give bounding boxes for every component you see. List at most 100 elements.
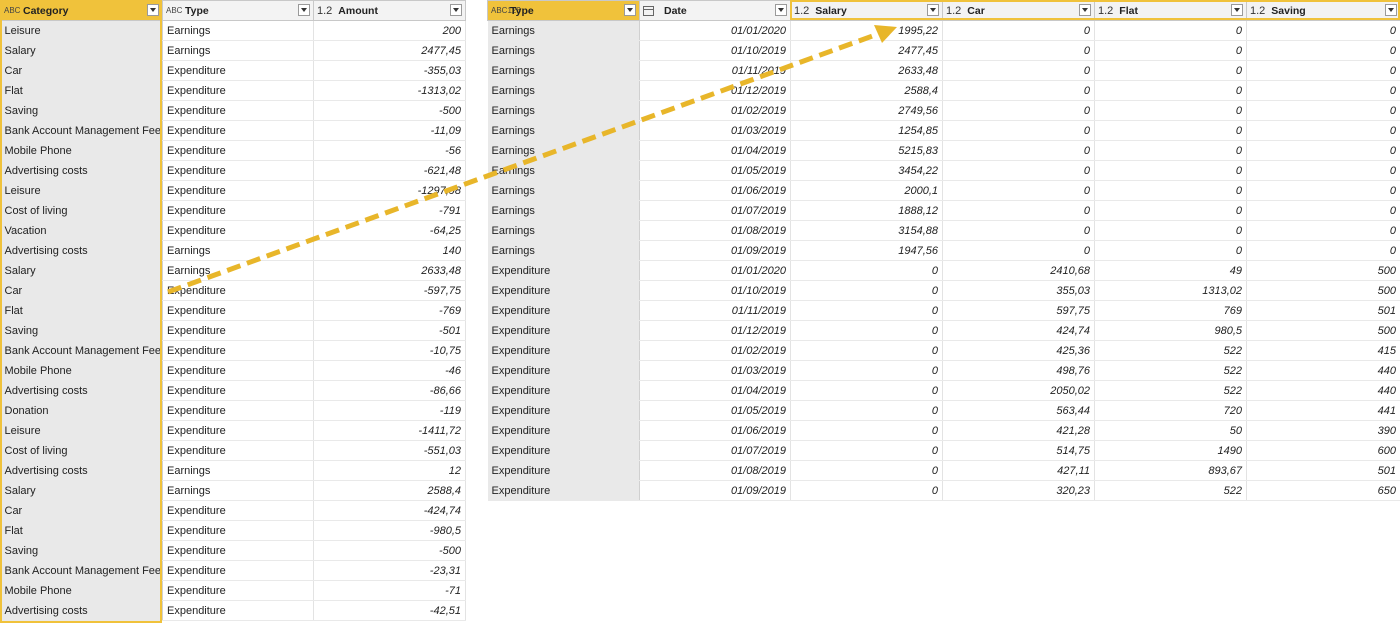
table-cell[interactable]: Leisure [0, 420, 163, 441]
table-cell[interactable]: Earnings [487, 160, 640, 181]
table-cell[interactable]: Mobile Phone [0, 580, 163, 601]
table-row[interactable]: Salary Earnings 2477,45 [0, 40, 466, 61]
table-cell[interactable]: Earnings [487, 220, 640, 241]
table-cell[interactable]: -980,5 [313, 520, 466, 541]
table-row[interactable]: Salary Earnings 2633,48 [0, 260, 466, 281]
table-cell[interactable]: -119 [313, 400, 466, 421]
table-cell[interactable]: 355,03 [942, 280, 1095, 301]
table-row[interactable]: Expenditure 01/04/2019 0 2050,02 522 440 [487, 380, 1400, 401]
table-cell[interactable]: 0 [1094, 220, 1247, 241]
table-row[interactable]: Leisure Earnings 200 [0, 20, 466, 41]
table-row[interactable]: Mobile Phone Expenditure -46 [0, 360, 466, 381]
table-cell[interactable]: 01/08/2019 [639, 220, 791, 241]
table-cell[interactable]: 2477,45 [790, 40, 943, 61]
table-cell[interactable]: 0 [790, 440, 943, 461]
table-cell[interactable]: -11,09 [313, 120, 466, 141]
table-cell[interactable]: 01/10/2019 [639, 40, 791, 61]
table-cell[interactable]: Expenditure [162, 280, 314, 301]
table-cell[interactable]: 522 [1094, 340, 1247, 361]
table-cell[interactable]: Expenditure [162, 180, 314, 201]
table-cell[interactable]: -1411,72 [313, 420, 466, 441]
table-cell[interactable]: 0 [790, 400, 943, 421]
table-cell[interactable]: Earnings [487, 180, 640, 201]
table-cell[interactable]: 0 [1094, 80, 1247, 101]
table-cell[interactable]: 01/02/2019 [639, 100, 791, 121]
table-cell[interactable]: Expenditure [162, 360, 314, 381]
table-row[interactable]: Expenditure 01/11/2019 0 597,75 769 501 [487, 300, 1400, 321]
table-row[interactable]: Advertising costs Earnings 140 [0, 240, 466, 261]
table-cell[interactable]: 01/03/2019 [639, 360, 791, 381]
table-cell[interactable]: Advertising costs [0, 460, 163, 481]
table-cell[interactable]: 2050,02 [942, 380, 1095, 401]
table-cell[interactable]: -71 [313, 580, 466, 601]
column-header-amount[interactable]: 1.2 Amount [313, 0, 466, 21]
table-cell[interactable]: 0 [1094, 160, 1247, 181]
table-cell[interactable]: 0 [942, 80, 1095, 101]
table-cell[interactable]: 563,44 [942, 400, 1095, 421]
table-cell[interactable]: Earnings [487, 100, 640, 121]
table-cell[interactable]: Expenditure [162, 140, 314, 161]
table-cell[interactable]: 01/12/2019 [639, 80, 791, 101]
table-cell[interactable]: 0 [1246, 40, 1400, 61]
column-header-type[interactable]: ABC Type [162, 0, 314, 21]
table-row[interactable]: Saving Expenditure -501 [0, 320, 466, 341]
table-cell[interactable]: Expenditure [487, 420, 640, 441]
table-row[interactable]: Car Expenditure -597,75 [0, 280, 466, 301]
table-cell[interactable]: 0 [942, 60, 1095, 81]
table-cell[interactable]: -500 [313, 100, 466, 121]
table-cell[interactable]: -42,51 [313, 600, 466, 621]
table-cell[interactable]: 0 [1094, 240, 1247, 261]
table-cell[interactable]: 01/10/2019 [639, 280, 791, 301]
table-cell[interactable]: 0 [1246, 140, 1400, 161]
table-row[interactable]: Expenditure 01/06/2019 0 421,28 50 390 [487, 420, 1400, 441]
table-cell[interactable]: Donation [0, 400, 163, 421]
table-cell[interactable]: Advertising costs [0, 600, 163, 621]
table-cell[interactable]: 0 [790, 380, 943, 401]
table-row[interactable]: Mobile Phone Expenditure -56 [0, 140, 466, 161]
table-cell[interactable]: Expenditure [487, 260, 640, 281]
table-cell[interactable]: Bank Account Management Fee [0, 560, 163, 581]
column-header-type[interactable]: ABC123 Type [487, 0, 640, 21]
table-cell[interactable]: 0 [942, 100, 1095, 121]
table-cell[interactable]: 2749,56 [790, 100, 943, 121]
table-cell[interactable]: Cost of living [0, 440, 163, 461]
table-cell[interactable]: Expenditure [487, 320, 640, 341]
table-cell[interactable]: Mobile Phone [0, 140, 163, 161]
table-row[interactable]: Flat Expenditure -1313,02 [0, 80, 466, 101]
table-cell[interactable]: 1490 [1094, 440, 1247, 461]
table-cell[interactable]: Saving [0, 540, 163, 561]
table-cell[interactable]: 01/11/2019 [639, 60, 791, 81]
table-cell[interactable]: 0 [1246, 160, 1400, 181]
table-cell[interactable]: Expenditure [487, 400, 640, 421]
filter-dropdown-icon[interactable] [775, 4, 787, 16]
table-cell[interactable]: Expenditure [162, 80, 314, 101]
table-row[interactable]: Advertising costs Expenditure -621,48 [0, 160, 466, 181]
table-row[interactable]: Earnings 01/06/2019 2000,1 0 0 0 [487, 180, 1400, 201]
table-cell[interactable]: 01/07/2019 [639, 440, 791, 461]
table-row[interactable]: Leisure Expenditure -1297,98 [0, 180, 466, 201]
table-cell[interactable]: -621,48 [313, 160, 466, 181]
table-cell[interactable]: 600 [1246, 440, 1400, 461]
table-cell[interactable]: 3454,22 [790, 160, 943, 181]
table-cell[interactable]: 425,36 [942, 340, 1095, 361]
table-cell[interactable]: -355,03 [313, 60, 466, 81]
table-cell[interactable]: 01/01/2020 [639, 260, 791, 281]
table-cell[interactable]: Earnings [487, 80, 640, 101]
table-cell[interactable]: 0 [1094, 180, 1247, 201]
table-cell[interactable]: 769 [1094, 300, 1247, 321]
table-cell[interactable]: Expenditure [162, 540, 314, 561]
table-cell[interactable]: 522 [1094, 380, 1247, 401]
table-row[interactable]: Bank Account Management Fee Expenditure -2… [0, 560, 466, 581]
table-cell[interactable]: 01/12/2019 [639, 320, 791, 341]
table-cell[interactable]: 0 [1246, 200, 1400, 221]
table-row[interactable]: Expenditure 01/07/2019 0 514,75 1490 600 [487, 440, 1400, 461]
table-cell[interactable]: 0 [790, 480, 943, 501]
column-header-category[interactable]: ABC Category [0, 0, 163, 21]
table-row[interactable]: Flat Expenditure -980,5 [0, 520, 466, 541]
table-cell[interactable]: Saving [0, 100, 163, 121]
table-cell[interactable]: Advertising costs [0, 380, 163, 401]
table-cell[interactable]: 01/09/2019 [639, 240, 791, 261]
table-cell[interactable]: Bank Account Management Fee [0, 120, 163, 141]
table-row[interactable]: Cost of living Expenditure -551,03 [0, 440, 466, 461]
table-cell[interactable]: Expenditure [487, 480, 640, 501]
